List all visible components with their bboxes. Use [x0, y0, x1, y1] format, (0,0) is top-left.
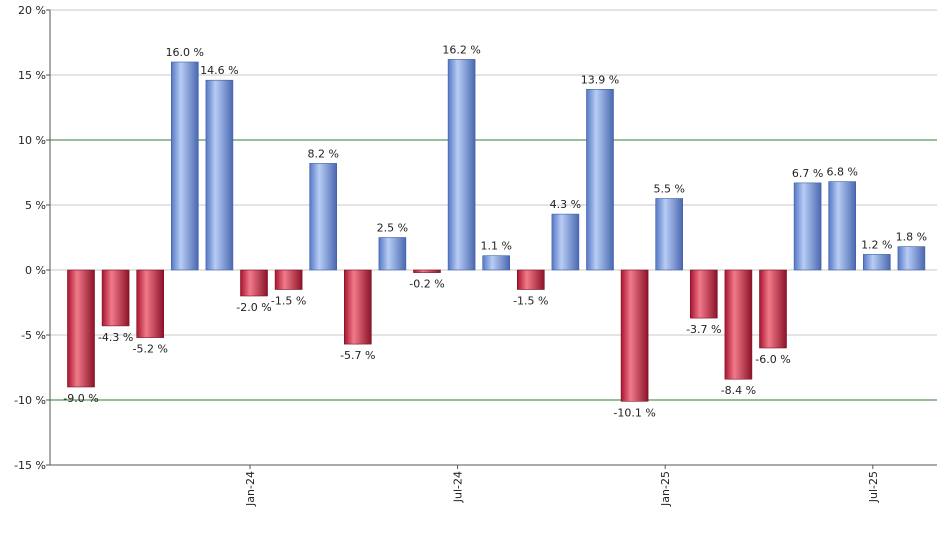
bar	[101, 269, 130, 327]
bar	[689, 269, 718, 319]
bar	[240, 269, 268, 297]
bar	[759, 269, 787, 349]
data-label: 13.9 %	[581, 73, 619, 86]
data-label: -4.3 %	[98, 331, 133, 344]
y-tick-label: 15 %	[18, 69, 46, 82]
x-tick-label: Jul-25	[867, 471, 880, 503]
bar	[378, 237, 407, 271]
y-tick-label: 10 %	[18, 134, 46, 147]
data-label: 16.2 %	[442, 43, 480, 56]
bar	[136, 269, 164, 338]
data-label: 1.2 %	[861, 238, 892, 251]
data-labels-layer: -9.0 %-4.3 %-5.2 %16.0 %14.6 %-2.0 % -1.5…	[63, 43, 927, 419]
bar	[343, 269, 372, 345]
data-label: -0.2 %	[409, 278, 444, 291]
bar	[482, 255, 511, 271]
bar	[516, 269, 545, 290]
data-label: 14.6 %	[200, 64, 238, 77]
y-tick-label: 5 %	[25, 199, 46, 212]
data-label: -5.7 %	[340, 349, 375, 362]
bar	[205, 79, 234, 271]
bar	[862, 254, 891, 271]
x-tick-label: Jan-25	[659, 471, 672, 507]
bar	[620, 269, 649, 402]
y-tick-label: -5 %	[21, 329, 46, 342]
data-label: 1.8 %	[896, 231, 927, 244]
data-label: 6.7 %	[792, 167, 823, 180]
bar	[309, 163, 338, 271]
bar	[274, 269, 303, 290]
data-label: -3.7 %	[686, 323, 721, 336]
data-label: -1.5 %	[513, 295, 548, 308]
data-label: -10.1 %	[613, 406, 655, 419]
y-tick-label: -15 %	[14, 459, 46, 472]
data-label: 1.1 %	[480, 240, 511, 253]
y-tick-label: 20 %	[18, 4, 46, 17]
data-label: -1.5 %	[271, 295, 306, 308]
data-label: 5.5 %	[653, 183, 684, 196]
y-tick-label: -10 %	[14, 394, 46, 407]
x-tick-label: Jul-24	[452, 471, 465, 503]
bar	[897, 246, 926, 271]
bar	[793, 182, 822, 271]
bar	[171, 61, 199, 271]
x-tick-label: Jan-24	[244, 471, 257, 507]
axes-layer: 20 % 15 % 10 % 5 % 0 % -5 % -10 % -15 % Jan-24 Ju…	[14, 4, 937, 507]
bar	[413, 269, 441, 273]
bar	[67, 269, 95, 388]
data-label: 16.0 %	[166, 46, 204, 59]
bar	[724, 269, 753, 380]
data-label: -9.0 %	[63, 392, 98, 405]
bar	[586, 89, 614, 271]
data-label: -8.4 %	[721, 384, 756, 397]
y-tick-label: 0 %	[25, 264, 46, 277]
bar	[655, 198, 684, 271]
data-label: -5.2 %	[132, 343, 167, 356]
data-label: 2.5 %	[377, 222, 408, 235]
data-label: 4.3 %	[550, 198, 581, 211]
bar	[447, 59, 476, 271]
bar	[828, 181, 857, 271]
data-label: -2.0 %	[236, 301, 271, 314]
data-label: 6.8 %	[826, 166, 857, 179]
bar	[551, 213, 580, 271]
data-label: -6.0 %	[755, 353, 790, 366]
bars-layer	[67, 59, 926, 402]
data-label: 8.2 %	[307, 147, 338, 160]
